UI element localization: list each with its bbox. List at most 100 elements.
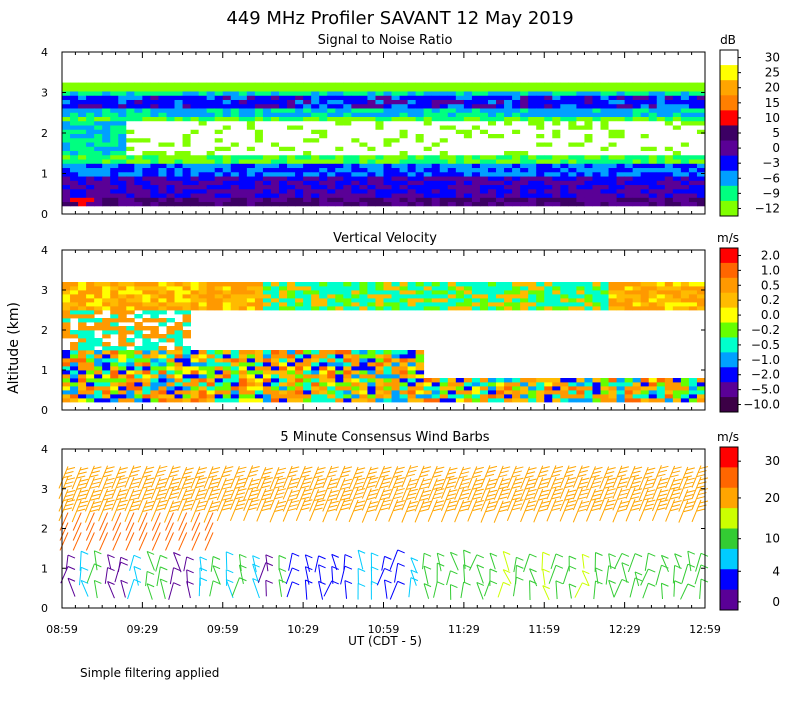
heatmap-cell <box>416 134 424 139</box>
heatmap-cell <box>400 378 408 382</box>
heatmap-cell <box>279 134 287 139</box>
heatmap-cell <box>158 95 166 100</box>
heatmap-cell <box>239 298 247 302</box>
heatmap-cell <box>448 87 456 92</box>
heatmap-cell <box>560 95 568 100</box>
heatmap-cell <box>102 159 110 164</box>
heatmap-cell <box>400 95 408 100</box>
heatmap-cell <box>576 282 584 286</box>
heatmap-cell <box>247 398 255 402</box>
wind-barb-flag <box>371 567 378 570</box>
heatmap-cell <box>609 197 617 202</box>
heatmap-cell <box>279 382 287 386</box>
heatmap-cell <box>689 159 697 164</box>
heatmap-cell <box>303 121 311 126</box>
heatmap-cell <box>384 142 392 147</box>
heatmap-cell <box>351 197 359 202</box>
heatmap-cell <box>287 302 295 306</box>
heatmap-cell <box>343 294 351 298</box>
heatmap-cell <box>560 306 568 310</box>
heatmap-cell <box>552 121 560 126</box>
heatmap-cell <box>584 390 592 394</box>
wind-barb-flag <box>473 497 481 499</box>
heatmap-cell <box>440 108 448 113</box>
heatmap-cell <box>440 306 448 310</box>
heatmap-cell <box>102 108 110 113</box>
heatmap-cell <box>102 91 110 96</box>
wind-barb-flag <box>371 553 378 556</box>
wind-barb-flag <box>121 562 128 565</box>
heatmap-cell <box>584 193 592 198</box>
heatmap-cell <box>351 83 359 88</box>
wind-barb-flag <box>158 470 166 472</box>
heatmap-cell <box>86 354 94 358</box>
heatmap-cell <box>576 138 584 143</box>
heatmap-cell <box>512 302 520 306</box>
heatmap-cell <box>472 104 480 109</box>
heatmap-cell <box>94 121 102 126</box>
heatmap-cell <box>263 390 271 394</box>
heatmap-cell <box>464 180 472 185</box>
wind-barb-flag <box>265 478 273 480</box>
heatmap-cell <box>255 172 263 177</box>
heatmap-cell <box>102 378 110 382</box>
heatmap-cell <box>520 282 528 286</box>
heatmap-cell <box>150 95 158 100</box>
heatmap-cell <box>70 146 78 151</box>
heatmap-cell <box>408 189 416 194</box>
heatmap-cell <box>520 189 528 194</box>
heatmap-cell <box>166 374 174 378</box>
heatmap-cell <box>126 83 134 88</box>
heatmap-cell <box>62 306 70 310</box>
heatmap-cell <box>528 189 536 194</box>
heatmap-cell <box>158 318 166 322</box>
heatmap-cell <box>625 394 633 398</box>
heatmap-cell <box>584 176 592 181</box>
heatmap-cell <box>231 176 239 181</box>
panel-title: Signal to Noise Ratio <box>318 33 453 48</box>
heatmap-cell <box>118 193 126 198</box>
heatmap-cell <box>343 155 351 160</box>
heatmap-cell <box>448 398 456 402</box>
heatmap-cell <box>191 117 199 122</box>
heatmap-cell <box>351 354 359 358</box>
heatmap-cell <box>207 197 215 202</box>
heatmap-cell <box>424 193 432 198</box>
heatmap-cell <box>191 176 199 181</box>
heatmap-cell <box>255 370 263 374</box>
heatmap-cell <box>335 390 343 394</box>
heatmap-cell <box>504 159 512 164</box>
heatmap-cell <box>536 306 544 310</box>
heatmap-cell <box>166 168 174 173</box>
heatmap-cell <box>110 322 118 326</box>
heatmap-cell <box>625 302 633 306</box>
heatmap-cell <box>327 83 335 88</box>
heatmap-cell <box>472 290 480 294</box>
wind-barb <box>59 489 68 511</box>
wind-barb-flag <box>344 500 352 502</box>
heatmap-cell <box>118 180 126 185</box>
heatmap-cell <box>568 197 576 202</box>
heatmap-cell <box>673 87 681 92</box>
heatmap-cell <box>384 121 392 126</box>
heatmap-cell <box>456 180 464 185</box>
heatmap-cell <box>279 398 287 402</box>
heatmap-cell <box>440 155 448 160</box>
heatmap-cell <box>416 108 424 113</box>
heatmap-cell <box>110 155 118 160</box>
heatmap-cell <box>150 112 158 117</box>
heatmap-cell <box>126 176 134 181</box>
heatmap-cell <box>118 374 126 378</box>
heatmap-cell <box>633 87 641 92</box>
heatmap-cell <box>70 155 78 160</box>
heatmap-cell <box>472 294 480 298</box>
wind-barb-flag <box>553 493 561 495</box>
heatmap-cell <box>62 390 70 394</box>
wind-barb-flag <box>436 467 444 469</box>
wind-barb-flag <box>118 494 126 496</box>
heatmap-cell <box>641 91 649 96</box>
heatmap-cell <box>375 100 383 105</box>
heatmap-cell <box>576 163 584 168</box>
wind-barb-flag <box>120 468 128 470</box>
heatmap-cell <box>480 121 488 126</box>
